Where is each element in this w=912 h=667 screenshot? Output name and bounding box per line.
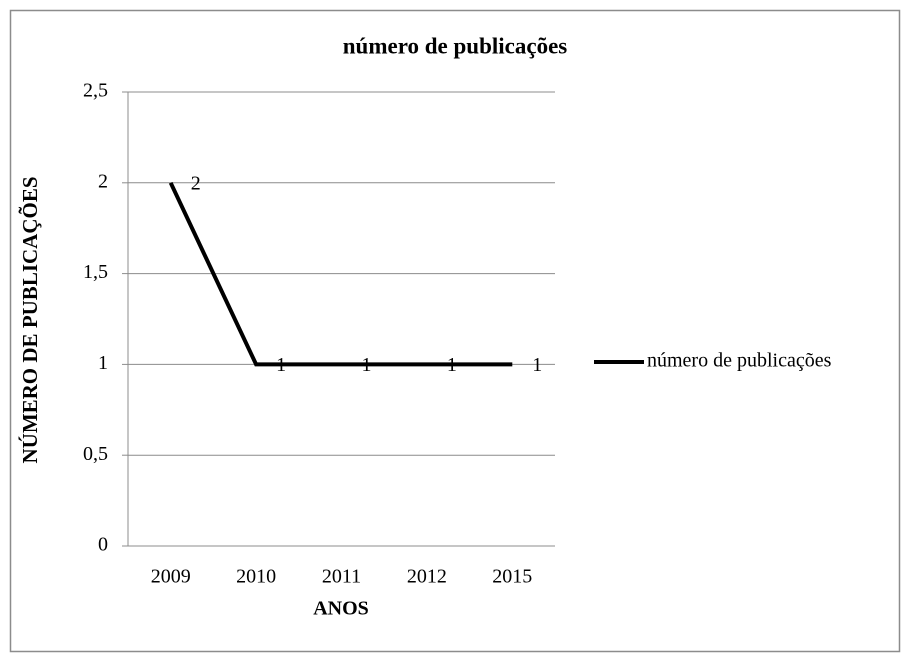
x-tick-label: 2012 [407, 566, 447, 588]
data-label: 1 [447, 354, 457, 376]
x-tick-label: 2009 [151, 566, 191, 588]
y-tick-label: 0 [98, 534, 108, 556]
y-tick-label: 1 [98, 352, 108, 374]
y-tick-label: 2 [98, 170, 108, 192]
y-axis-title: NÚMERO DE PUBLICAÇÕES [18, 176, 42, 463]
line [168, 181, 513, 367]
x-tick-label: 2011 [322, 566, 361, 588]
legend-label: número de publicações [647, 350, 832, 372]
data-label: 2 [191, 172, 201, 194]
data-label: 1 [276, 354, 286, 376]
x-tick-label: 2015 [492, 566, 532, 588]
data-label: 1 [532, 354, 542, 376]
chart-title: número de publicações [343, 33, 568, 58]
y-tick-label: 1,5 [83, 261, 108, 283]
y-tick-label: 0,5 [83, 443, 108, 465]
chart-border [9, 9, 901, 653]
x-tick-label: 2010 [236, 566, 276, 588]
y-tick-label: 2,5 [83, 80, 108, 102]
data-label: 1 [362, 354, 372, 376]
x-axis-title: ANOS [313, 598, 369, 620]
